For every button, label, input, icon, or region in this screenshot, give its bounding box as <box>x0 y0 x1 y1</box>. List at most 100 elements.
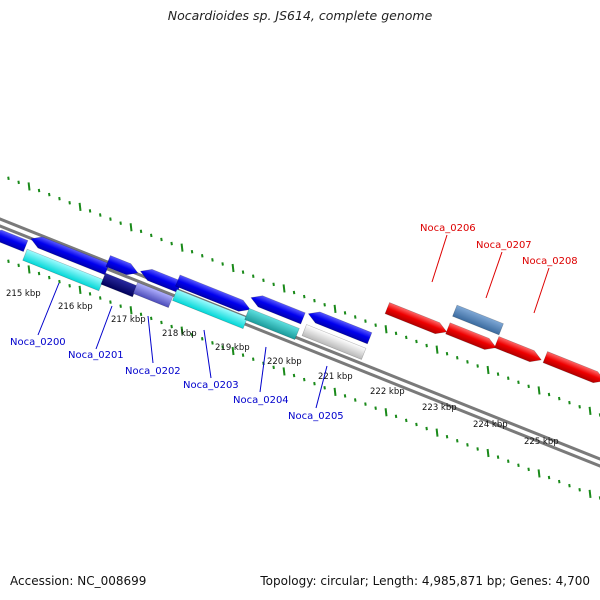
gene-blue-6-shape <box>250 295 306 325</box>
major-tick <box>384 325 388 334</box>
gene-blue-6 <box>250 295 306 325</box>
gene-label-noca-0201-leader <box>95 305 113 350</box>
gene-label-noca-0208-leader <box>533 267 550 314</box>
gene-noca-0201-shape <box>100 272 138 298</box>
gene-noca-0201 <box>100 272 138 298</box>
map-title: Nocardioides sp. JS614, complete genome <box>167 8 433 23</box>
minor-tick <box>354 315 357 319</box>
tick-dots-layer <box>7 176 600 500</box>
minor-tick <box>547 392 551 397</box>
topology-summary: Topology: circular; Length: 4,985,871 bp… <box>260 574 590 588</box>
gene-label-noca-0206: Noca_0206 <box>420 223 476 234</box>
gene-label-noca-0201: Noca_0201 <box>68 350 124 361</box>
minor-tick <box>313 381 316 386</box>
genes-layer <box>0 229 600 384</box>
gene-label-noca-0203: Noca_0203 <box>183 380 239 391</box>
gene-noca-0203 <box>172 288 248 330</box>
minor-tick <box>292 290 296 295</box>
minor-tick <box>37 188 41 193</box>
kbp-tick-label: 217 kbp <box>111 315 146 325</box>
gene-noca-0200-shape <box>22 248 104 292</box>
minor-tick <box>364 319 367 323</box>
minor-tick <box>99 296 102 300</box>
minor-tick <box>58 279 61 284</box>
minor-tick <box>374 406 377 410</box>
gene-noca-0207 <box>452 304 504 336</box>
minor-tick <box>415 422 418 427</box>
gene-noca-0200 <box>22 248 104 292</box>
minor-tick <box>170 241 173 246</box>
minor-tick <box>496 455 500 459</box>
minor-tick <box>343 311 347 315</box>
minor-tick <box>354 398 357 402</box>
gene-noca-0202 <box>132 281 174 309</box>
gene-noca-0207-shape <box>452 304 504 336</box>
minor-tick <box>547 475 551 480</box>
minor-tick <box>476 447 479 451</box>
gene-blue-2-shape <box>30 236 110 276</box>
gene-label-noca-0200: Noca_0200 <box>10 337 66 348</box>
major-tick <box>129 223 133 232</box>
kbp-tick-label: 215 kbp <box>6 289 41 299</box>
minor-tick <box>262 278 265 283</box>
gene-blue-2 <box>30 236 110 276</box>
minor-tick <box>558 479 561 484</box>
minor-tick <box>7 259 10 264</box>
minor-tick <box>456 439 459 443</box>
minor-tick <box>425 426 428 431</box>
minor-tick <box>578 488 581 492</box>
minor-tick <box>241 270 245 274</box>
major-tick <box>129 306 133 315</box>
minor-tick <box>17 180 20 185</box>
accession-text: Accession: NC_008699 <box>10 574 147 588</box>
minor-tick <box>211 258 214 262</box>
minor-tick <box>160 320 163 325</box>
major-tick <box>384 408 388 417</box>
major-tick <box>486 448 490 458</box>
major-tick <box>78 285 82 294</box>
minor-tick <box>190 249 194 254</box>
gene-noca-0206 <box>384 302 448 335</box>
kbp-tick-label: 216 kbp <box>58 302 93 312</box>
minor-tick <box>150 316 153 321</box>
minor-tick <box>221 262 224 266</box>
gene-noca-0207-red-shape <box>445 322 497 350</box>
minor-tick <box>272 282 275 287</box>
minor-tick <box>568 483 571 488</box>
minor-tick <box>17 263 20 268</box>
major-tick <box>231 263 235 273</box>
major-tick <box>588 489 592 498</box>
minor-tick <box>190 332 194 337</box>
kbp-tick-label: 225 kbp <box>524 437 559 447</box>
major-tick <box>537 469 541 478</box>
minor-tick <box>558 396 561 401</box>
kbp-tick-label: 223 kbp <box>422 403 457 413</box>
major-tick <box>333 387 337 396</box>
gene-noca-0205 <box>301 324 367 360</box>
major-tick <box>435 345 439 354</box>
minor-tick <box>37 271 41 276</box>
major-tick <box>435 428 439 437</box>
major-tick <box>180 326 184 335</box>
gene-label-noca-0202: Noca_0202 <box>125 366 181 377</box>
gene-noca-0206-shape <box>384 302 448 335</box>
minor-tick <box>109 300 112 304</box>
minor-tick <box>252 357 255 361</box>
minor-tick <box>201 337 204 341</box>
minor-tick <box>405 418 408 423</box>
gene-blue-5 <box>175 274 251 312</box>
gene-blue-7 <box>307 311 373 345</box>
major-tick <box>282 367 286 376</box>
major-tick <box>282 284 286 293</box>
gene-label-noca-0204-leader <box>259 346 267 393</box>
gene-noca-0209-shape <box>542 351 600 384</box>
gene-noca-0204-shape <box>244 308 300 340</box>
gene-label-noca-0202-leader <box>147 315 154 364</box>
gene-blue-5-shape <box>175 274 251 312</box>
outer-dotted-line <box>7 176 600 417</box>
minor-tick <box>88 209 92 213</box>
minor-tick <box>445 434 449 439</box>
minor-tick <box>507 376 510 380</box>
